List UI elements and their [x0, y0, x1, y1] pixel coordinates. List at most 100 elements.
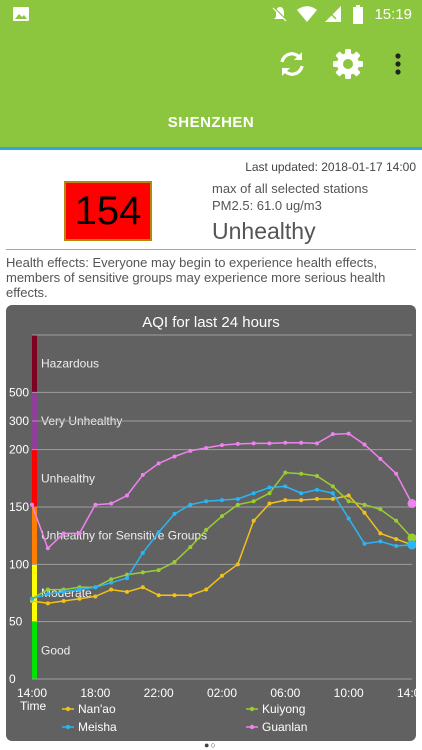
- max-label: max of all selected stations: [212, 181, 369, 196]
- data-point: [346, 499, 351, 504]
- data-point: [394, 543, 399, 548]
- data-point: [251, 491, 256, 496]
- legend-item: Meisha: [78, 720, 117, 734]
- data-point: [61, 599, 66, 604]
- data-point: [378, 531, 383, 536]
- aqi-chart: AQI for last 24 hoursGoodModerateUnhealt…: [9, 314, 416, 734]
- data-point: [378, 456, 383, 461]
- page-indicator[interactable]: ●○: [204, 740, 217, 750]
- band-unhealthy-for-sensitive-groups: [32, 507, 37, 565]
- data-point: [140, 472, 145, 477]
- y-tick-label: 50: [9, 615, 23, 629]
- aqi-level: Unhealthy: [212, 218, 316, 244]
- data-point: [407, 533, 416, 543]
- data-point: [362, 442, 367, 447]
- data-point: [109, 501, 114, 506]
- data-point: [172, 454, 177, 459]
- x-tick-label: 02:00: [207, 686, 237, 700]
- legend-item: Guanlan: [262, 720, 307, 734]
- data-point: [235, 496, 240, 501]
- settings-icon[interactable]: [330, 46, 366, 82]
- y-tick-label: 0: [9, 672, 16, 686]
- data-point: [299, 491, 304, 496]
- band-unhealthy: [32, 449, 37, 507]
- data-point: [93, 502, 98, 507]
- data-point: [315, 474, 319, 479]
- x-axis-label: Time: [20, 699, 47, 713]
- data-point: [283, 440, 288, 445]
- data-point: [283, 470, 288, 475]
- data-point: [172, 560, 177, 565]
- pm25-value: PM2.5: 61.0 ug/m3: [212, 198, 322, 213]
- chart-title: AQI for last 24 hours: [142, 314, 280, 331]
- status-bar: 15:19: [0, 0, 422, 29]
- data-point: [93, 594, 98, 599]
- app-bar: SHENZHEN: [0, 29, 422, 147]
- data-point: [251, 441, 256, 446]
- data-point: [394, 537, 399, 542]
- data-point: [30, 502, 34, 507]
- data-point: [156, 568, 161, 573]
- x-tick-label: 06:00: [270, 686, 300, 700]
- data-point: [77, 596, 82, 601]
- status-time: 15:19: [374, 6, 412, 23]
- y-tick-label: 100: [9, 557, 29, 571]
- data-point: [77, 531, 82, 536]
- data-point: [235, 502, 240, 507]
- data-point: [140, 585, 145, 590]
- data-point: [407, 540, 416, 550]
- legend-marker: [65, 706, 71, 712]
- data-point: [109, 580, 114, 585]
- band-good: [32, 621, 37, 679]
- data-point: [220, 498, 224, 503]
- data-point: [251, 518, 256, 523]
- data-point: [188, 448, 193, 453]
- data-point: [330, 491, 335, 496]
- data-point: [172, 593, 177, 598]
- y-tick-label: 500: [9, 385, 29, 399]
- data-point: [394, 518, 399, 523]
- divider: [0, 147, 422, 150]
- data-point: [330, 484, 335, 489]
- data-point: [204, 445, 209, 450]
- data-point: [220, 443, 224, 448]
- y-tick-label: 150: [9, 500, 29, 514]
- data-point: [362, 510, 367, 515]
- data-point: [267, 485, 272, 490]
- data-point: [362, 541, 367, 546]
- data-point: [362, 502, 367, 507]
- health-effects: Health effects: Everyone may begin to ex…: [6, 255, 386, 300]
- data-point: [267, 441, 272, 446]
- data-point: [156, 461, 161, 466]
- data-point: [235, 562, 240, 567]
- data-point: [346, 493, 351, 498]
- data-point: [61, 531, 66, 536]
- x-tick-label: 10:00: [334, 686, 364, 700]
- refresh-icon[interactable]: [274, 46, 310, 82]
- data-point: [407, 499, 416, 509]
- data-point: [140, 550, 145, 555]
- x-tick-label: 14:00: [397, 686, 416, 700]
- signal-icon: [325, 6, 341, 22]
- x-tick-label: 14:00: [17, 686, 47, 700]
- data-point: [220, 573, 224, 578]
- x-tick-label: 22:00: [144, 686, 174, 700]
- data-point: [315, 441, 319, 446]
- data-point: [299, 498, 304, 503]
- aqi-chart-card: AQI for last 24 hours Good Moderate Unhealt…: [6, 305, 416, 741]
- data-point: [188, 502, 193, 507]
- data-point: [61, 589, 66, 594]
- data-point: [125, 589, 129, 594]
- data-point: [204, 527, 209, 532]
- data-point: [140, 570, 145, 575]
- data-point: [156, 593, 161, 598]
- data-point: [378, 507, 383, 512]
- more-vert-icon[interactable]: [380, 46, 416, 82]
- data-point: [267, 501, 272, 506]
- data-point: [125, 493, 129, 498]
- data-point: [330, 496, 335, 501]
- data-point: [283, 498, 288, 503]
- aqi-badge: 154: [64, 181, 152, 241]
- data-point: [315, 487, 319, 492]
- data-point: [188, 593, 193, 598]
